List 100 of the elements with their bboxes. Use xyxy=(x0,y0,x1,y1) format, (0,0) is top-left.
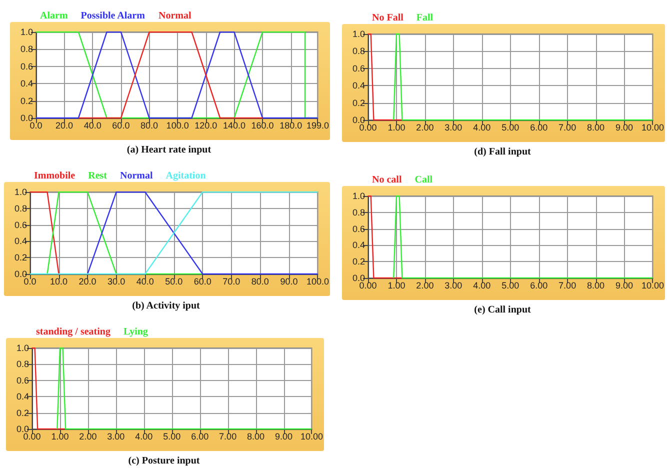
x-tick-label: 6.00 xyxy=(530,280,548,290)
series-label: Possible Alarm xyxy=(80,10,146,22)
y-tick-label: 0.4 xyxy=(352,80,365,91)
y-tick-label: 0.0 xyxy=(16,424,29,434)
x-tick-label: 100.0 xyxy=(166,120,189,130)
x-tick-label: 0.0 xyxy=(30,120,42,130)
x-tick-label: 9.00 xyxy=(275,432,293,442)
x-tick-label: 5.00 xyxy=(163,432,181,442)
x-tick-label: 10.00 xyxy=(300,432,324,442)
x-tick-label: 10.00 xyxy=(641,280,664,290)
y-tick-label: 0.8 xyxy=(16,359,29,370)
x-tick-label: 8.00 xyxy=(587,122,605,132)
series-label: Call xyxy=(414,174,433,186)
series-label: No Fall xyxy=(372,12,404,24)
x-tick-label: 7.00 xyxy=(219,432,237,442)
x-tick-label: 10.0 xyxy=(50,276,68,286)
x-tick-label: 1.00 xyxy=(388,280,406,290)
x-tick-label: 80.0 xyxy=(140,120,158,130)
y-tick-label: 0.2 xyxy=(352,98,365,108)
x-tick-label: 4.00 xyxy=(473,122,491,132)
x-tick-label: 2.00 xyxy=(416,280,434,290)
y-tick-label: 0.6 xyxy=(20,61,33,72)
text: (b) Activity iput xyxy=(132,300,201,312)
x-tick-label: 180.0 xyxy=(280,120,302,130)
text: (d) Fall input xyxy=(474,146,532,158)
series-label: Normal xyxy=(120,170,153,182)
x-tick-label: 7.00 xyxy=(558,280,576,290)
x-tick-label: 160.0 xyxy=(251,120,274,130)
x-tick-label: 70.0 xyxy=(222,276,240,286)
x-tick-label: 3.00 xyxy=(444,122,462,132)
y-tick-label: 0.4 xyxy=(14,236,27,246)
series-label: Alarm xyxy=(40,10,68,22)
text: (a) Heart rate input xyxy=(126,144,212,156)
series-label: Immobile xyxy=(34,170,76,182)
y-tick-label: 0.6 xyxy=(14,220,27,230)
x-tick-label: 100.0 xyxy=(306,276,330,286)
x-tick-label: 90.0 xyxy=(280,276,298,286)
series-label: No call xyxy=(372,174,402,186)
x-tick-label: 199.0 xyxy=(306,120,330,130)
x-tick-label: 2.00 xyxy=(416,122,434,132)
x-tick-label: 20.0 xyxy=(56,120,74,130)
y-tick-label: 0.2 xyxy=(20,96,33,106)
x-tick-label: 4.00 xyxy=(473,280,491,290)
y-tick-label: 0.2 xyxy=(16,408,29,418)
x-tick-label: 20.0 xyxy=(78,276,96,286)
x-tick-label: 5.00 xyxy=(502,280,520,290)
x-tick-label: 5.00 xyxy=(502,122,520,132)
series-label: Normal xyxy=(158,10,192,22)
y-tick-label: 0.8 xyxy=(14,203,27,214)
y-tick-label: 0.6 xyxy=(16,375,29,386)
x-tick-label: 40.0 xyxy=(84,120,102,130)
x-tick-label: 0.00 xyxy=(359,280,377,290)
x-tick-label: 50.0 xyxy=(165,276,183,286)
x-tick-label: 40.0 xyxy=(136,276,154,286)
y-tick-label: 0.4 xyxy=(20,78,33,89)
y-tick-label: 0.6 xyxy=(352,63,365,74)
text: (e) Call input xyxy=(474,304,532,316)
x-tick-label: 4.00 xyxy=(135,432,153,442)
x-tick-label: 60.0 xyxy=(194,276,212,286)
x-tick-label: 60.0 xyxy=(112,120,130,130)
x-tick-label: 0.00 xyxy=(359,122,377,132)
x-tick-label: 6.00 xyxy=(530,122,548,132)
x-tick-label: 9.00 xyxy=(616,122,634,132)
x-tick-label: 8.00 xyxy=(247,432,265,442)
y-tick-label: 0.8 xyxy=(20,44,33,54)
x-tick-label: 0.00 xyxy=(23,432,41,442)
x-tick-label: 10.00 xyxy=(641,122,664,132)
y-tick-label: 1.0 xyxy=(14,187,27,197)
y-tick-label: 0.8 xyxy=(352,207,365,218)
y-tick-label: 0.2 xyxy=(14,252,27,263)
x-tick-label: 7.00 xyxy=(558,122,576,132)
text: (c) Posture input xyxy=(128,456,200,466)
x-tick-label: 1.00 xyxy=(388,122,406,132)
x-tick-label: 6.00 xyxy=(191,432,209,442)
x-tick-label: 140.0 xyxy=(222,120,246,130)
y-tick-label: 1.0 xyxy=(16,343,29,353)
series-label: Rest xyxy=(88,170,108,182)
x-tick-label: 3.00 xyxy=(107,432,125,442)
y-tick-label: 0.0 xyxy=(14,269,27,279)
x-tick-label: 120.0 xyxy=(194,120,218,130)
y-tick-label: 0.8 xyxy=(352,46,365,56)
text: Fall xyxy=(416,12,434,24)
y-tick-label: 0.6 xyxy=(352,224,365,234)
y-tick-label: 1.0 xyxy=(20,27,33,37)
x-tick-label: 30.0 xyxy=(108,276,126,286)
x-tick-label: 80.0 xyxy=(251,276,269,286)
x-tick-label: 2.00 xyxy=(79,432,97,442)
series-label: Agitation xyxy=(166,170,206,182)
y-tick-label: 1.0 xyxy=(352,191,365,201)
y-tick-label: 1.0 xyxy=(352,29,365,39)
x-tick-label: 8.00 xyxy=(587,280,605,290)
x-tick-label: 9.00 xyxy=(616,280,634,290)
y-tick-label: 0.4 xyxy=(352,240,365,250)
text: Lying xyxy=(123,326,148,338)
x-tick-label: 3.00 xyxy=(444,280,462,290)
y-tick-label: 0.0 xyxy=(20,113,33,123)
y-tick-label: 0.4 xyxy=(16,392,29,402)
series-label: standing / seating xyxy=(36,326,110,338)
y-tick-label: 0.2 xyxy=(352,256,365,267)
x-tick-label: 1.00 xyxy=(51,432,69,442)
